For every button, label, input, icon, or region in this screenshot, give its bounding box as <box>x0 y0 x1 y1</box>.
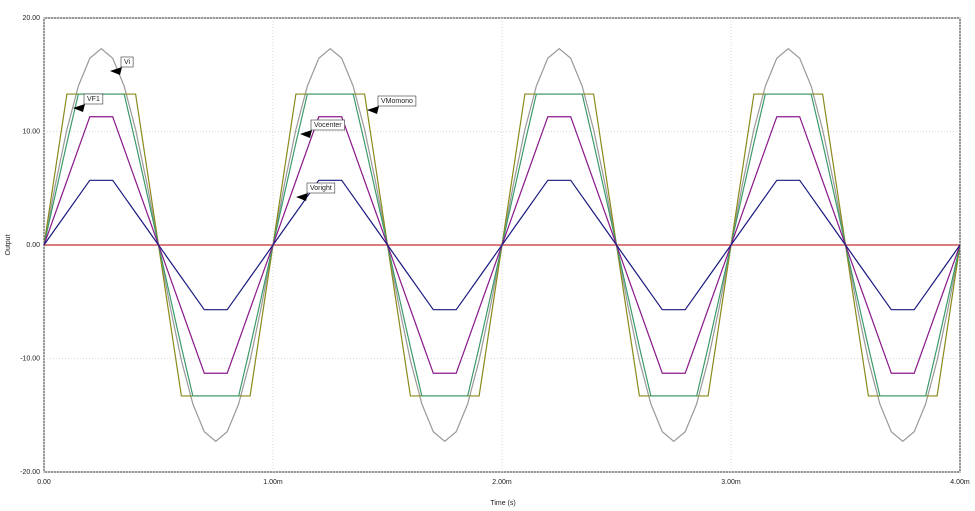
y-tick-label: 0.00 <box>26 242 40 249</box>
series-callout-label: VF1 <box>87 96 100 103</box>
callout-pointer <box>367 106 379 114</box>
x-tick-label: 0.00 <box>37 479 51 486</box>
y-tick-label: -20.00 <box>20 469 40 476</box>
callout-box <box>310 119 345 131</box>
series-callout-label: Voright <box>310 185 332 192</box>
y-tick-label: 20.00 <box>22 15 40 22</box>
callout-box <box>377 95 417 107</box>
series-line <box>43 179 961 311</box>
callout-pointer <box>300 130 312 138</box>
callout-pointer <box>73 104 85 112</box>
x-axis-label: Time (s) <box>490 500 515 507</box>
x-tick-label: 2.00m <box>492 479 512 486</box>
callout-box <box>83 93 104 105</box>
callout-box <box>306 182 336 194</box>
x-tick-label: 4.00m <box>950 479 970 486</box>
callout-pointer <box>110 67 122 75</box>
y-axis-label: Output <box>5 234 12 255</box>
callout-box <box>120 56 134 68</box>
x-tick-label: 1.00m <box>263 479 283 486</box>
callout-pointer <box>296 193 308 201</box>
y-tick-label: 10.00 <box>22 128 40 135</box>
x-tick-label: 3.00m <box>721 479 741 486</box>
series-callout-label: Vi <box>124 59 131 66</box>
y-tick-label: -10.00 <box>20 355 40 362</box>
series-callout-label: VMomono <box>381 98 413 105</box>
series-callout-label: Vocenter <box>314 122 342 129</box>
